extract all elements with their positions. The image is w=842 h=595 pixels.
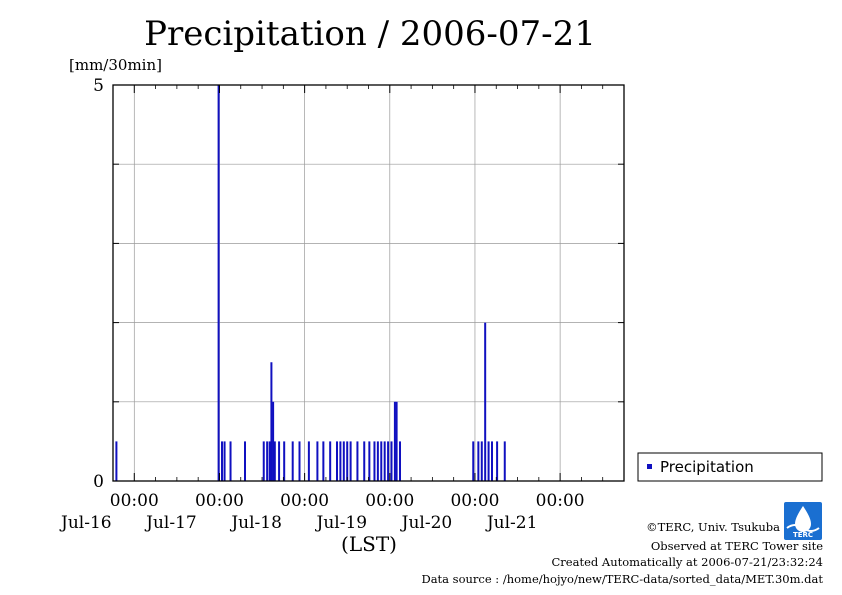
footer-created: Created Automatically at 2006-07-21/23:3…: [552, 555, 824, 569]
footer-source: Data source : /home/hojyo/new/TERC-data/…: [421, 572, 823, 586]
footer-credit: ©TERC, Univ. Tsukuba: [646, 520, 780, 534]
x-tick-date-label: Jul-17: [144, 513, 197, 533]
terc-logo: TERC: [784, 502, 822, 540]
chart-title: Precipitation / 2006-07-21: [144, 14, 596, 54]
legend-box: [637, 452, 823, 482]
x-tick-labels: 00:00Jul-1600:00Jul-1700:00Jul-1800:00Ju…: [59, 491, 585, 533]
x-axis-title: (LST): [341, 532, 397, 556]
x-tick-date-label: Jul-16: [59, 513, 112, 533]
precipitation-bars: [115, 85, 506, 481]
legend-swatch: [647, 464, 652, 469]
x-tick-time-label: 00:00: [280, 491, 329, 511]
x-tick-date-label: Jul-18: [229, 513, 282, 533]
axis-ticks: [112, 84, 625, 482]
plot-frame: [112, 84, 625, 482]
legend-label: Precipitation: [660, 458, 754, 476]
x-tick-date-label: Jul-19: [315, 513, 368, 533]
x-tick-time-label: 00:00: [195, 491, 244, 511]
y-axis-unit-label: [mm/30min]: [69, 56, 162, 74]
x-tick-time-label: 00:00: [536, 491, 585, 511]
x-tick-time-label: 00:00: [365, 491, 414, 511]
x-tick-time-label: 00:00: [450, 491, 499, 511]
legend: Precipitation: [637, 452, 823, 482]
y-tick-label-top: 5: [93, 76, 104, 96]
y-tick-label-bottom: 0: [93, 472, 104, 492]
terc-logo-text: TERC: [793, 531, 813, 539]
grid-lines: [113, 85, 624, 481]
x-tick-time-label: 00:00: [110, 491, 159, 511]
x-tick-date-label: Jul-20: [400, 513, 453, 533]
x-tick-date-label: Jul-21: [485, 513, 538, 533]
footer-site: Observed at TERC Tower site: [651, 539, 823, 553]
